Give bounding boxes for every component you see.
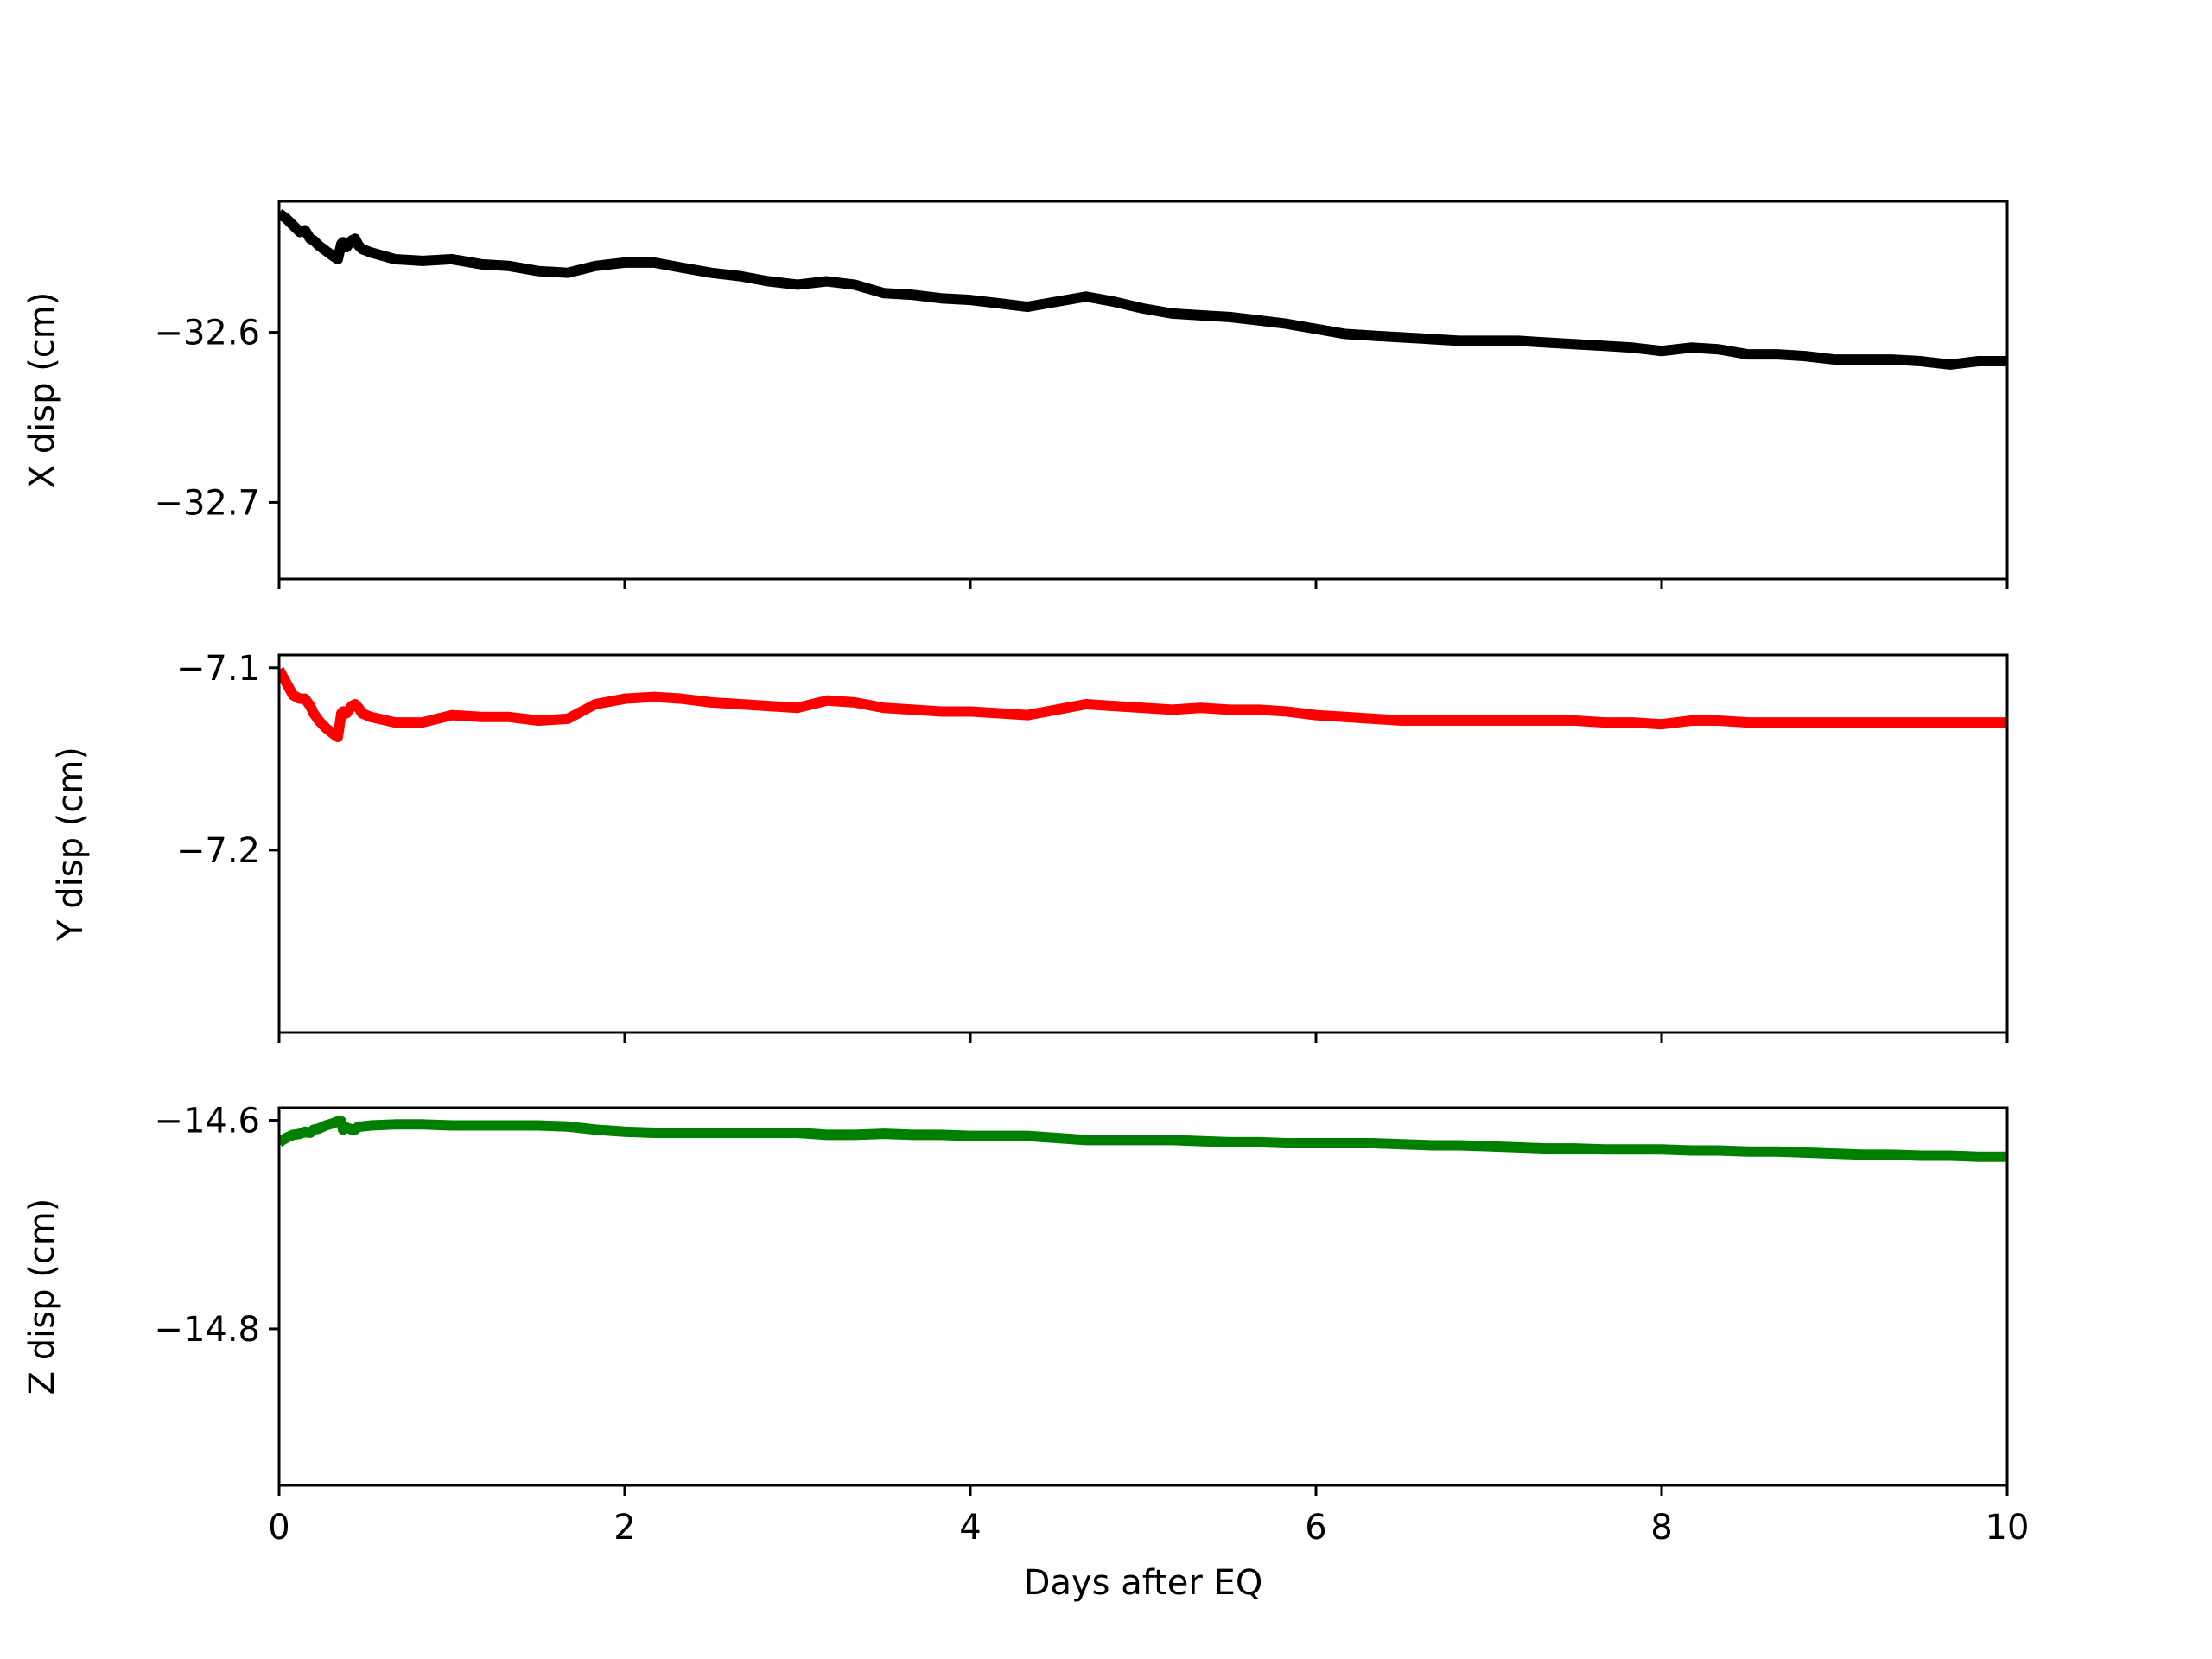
y-tick-label-y: −7.1 xyxy=(176,649,260,689)
plot-frame-y xyxy=(277,653,2009,1034)
subplot-grid: −32.6 −32.7 X disp (cm) −7.1 −7.2 Y disp (cm)… xyxy=(22,200,2029,1603)
x-tick-label-z: 2 xyxy=(613,1508,635,1548)
y-axis-label-x: X disp (cm) xyxy=(22,292,62,489)
x-tick-label-z: 8 xyxy=(1650,1508,1672,1548)
x-tick-label-z: 10 xyxy=(1986,1508,2030,1548)
x-axis-label: Days after EQ xyxy=(1024,1563,1263,1603)
subplot-z: 0 2 4 6 8 10 −14.6 −14.8 Z disp (cm) Days after E… xyxy=(22,1101,2029,1603)
y-axis-label-z: Z disp (cm) xyxy=(22,1198,62,1395)
y-tick-label-z: −14.6 xyxy=(154,1101,260,1141)
plot-frame-z xyxy=(277,1106,2009,1487)
series-line-x xyxy=(279,208,2007,370)
subplot-y: −7.1 −7.2 Y disp (cm) xyxy=(51,649,2009,1043)
y-axis-label-y: Y disp (cm) xyxy=(51,747,91,942)
x-tick-label-z: 4 xyxy=(959,1508,981,1548)
subplot-x: −32.6 −32.7 X disp (cm) xyxy=(22,200,2009,589)
y-tick-label-y: −7.2 xyxy=(176,831,260,871)
series-line-z xyxy=(279,1116,2007,1162)
y-tick-label-x: −32.6 xyxy=(154,314,260,353)
series-line-y xyxy=(279,667,2007,742)
x-tick-label-z: 0 xyxy=(268,1508,289,1548)
y-tick-label-x: −32.7 xyxy=(154,483,260,523)
y-tick-label-z: −14.8 xyxy=(154,1310,260,1350)
x-tick-label-z: 6 xyxy=(1305,1508,1326,1548)
plot-frame-x xyxy=(277,200,2009,581)
